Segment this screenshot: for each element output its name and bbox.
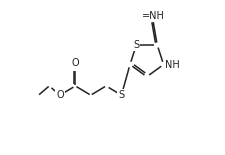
Text: NH: NH	[164, 60, 178, 70]
Text: S: S	[118, 90, 124, 100]
Text: S: S	[133, 40, 139, 50]
Text: =NH: =NH	[141, 11, 164, 21]
Text: O: O	[56, 90, 63, 100]
Text: O: O	[71, 58, 79, 68]
